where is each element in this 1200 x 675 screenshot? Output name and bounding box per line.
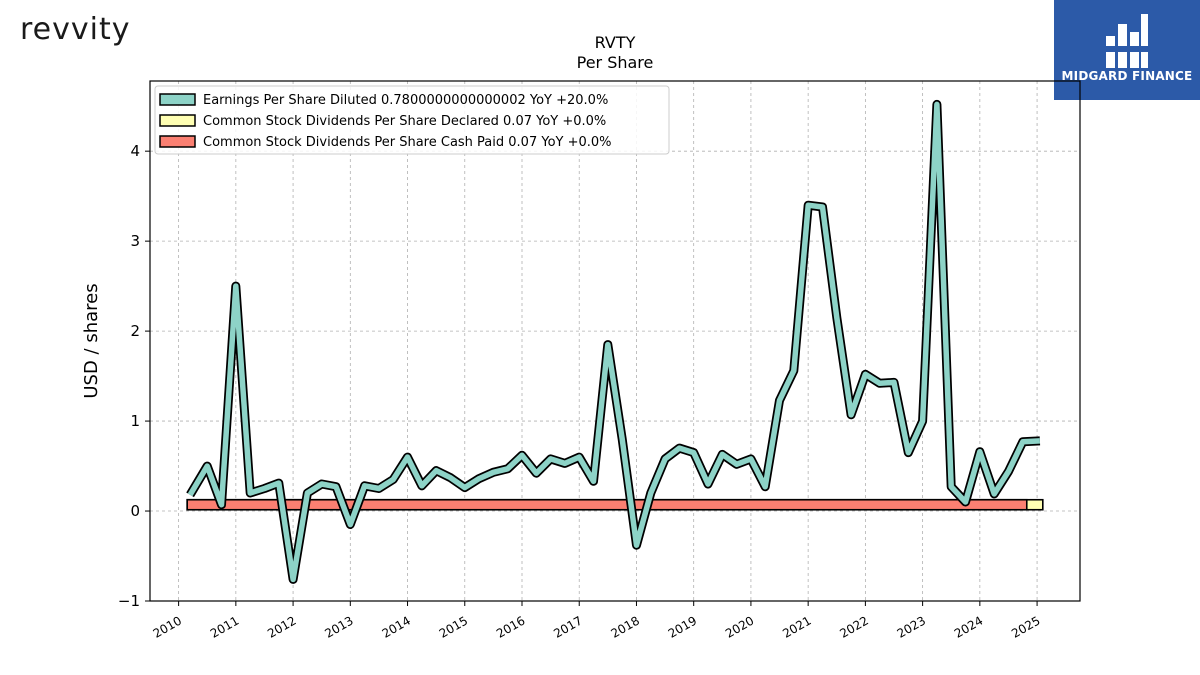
y-tick-label: 0	[130, 502, 140, 520]
legend-box	[154, 85, 670, 155]
chart-title: RVTY	[595, 33, 636, 52]
x-tick-label: 2019	[666, 613, 699, 640]
chart-subtitle: Per Share	[577, 53, 654, 72]
x-tick-label: 2016	[494, 613, 527, 640]
y-tick-label: −1	[118, 592, 140, 610]
x-tick-label: 2014	[380, 613, 413, 640]
legend-swatch-dividends-declared	[159, 114, 196, 127]
x-tick-label: 2022	[837, 613, 870, 640]
y-axis: −1 0 1 2 3 4	[118, 142, 150, 610]
plot-frame	[149, 80, 1081, 602]
x-axis: 2010 2011 2012 2013 2014 2015 2016 2017 2018 2019…	[151, 601, 1043, 641]
y-tick-label: 2	[130, 322, 140, 340]
legend-label-dividends-declared: Common Stock Dividends Per Share Declare…	[203, 114, 606, 129]
legend-swatch-dividends-paid	[159, 135, 196, 148]
x-tick-label: 2021	[780, 613, 813, 640]
x-tick-label: 2011	[208, 613, 241, 640]
eps-line	[187, 101, 1041, 583]
x-tick-label: 2013	[322, 613, 355, 640]
dividends-paid-band	[186, 498, 1028, 511]
y-axis-label: USD / shares	[81, 283, 102, 398]
x-tick-label: 2020	[723, 613, 756, 640]
legend-label-eps: Earnings Per Share Diluted 0.78000000000…	[203, 93, 608, 108]
eps-series	[186, 99, 1041, 584]
x-tick-label: 2010	[151, 613, 184, 640]
y-tick-label: 4	[130, 142, 140, 160]
x-tick-label: 2017	[551, 613, 584, 640]
dividend-bands	[186, 498, 1044, 511]
legend-swatch-eps	[159, 93, 196, 106]
legend-label-dividends-paid: Common Stock Dividends Per Share Cash Pa…	[203, 135, 612, 150]
partner-logo-text: MIDGARD FINANCE	[1061, 69, 1193, 83]
x-tick-label: 2018	[609, 613, 642, 640]
x-tick-label: 2024	[952, 613, 985, 640]
revvity-logo: revvity	[20, 12, 131, 47]
x-tick-label: 2015	[437, 613, 470, 640]
x-tick-label: 2012	[265, 613, 298, 640]
midgard-logo-mark-icon	[1106, 14, 1148, 68]
x-tick-label: 2023	[895, 613, 928, 640]
x-tick-label: 2025	[1009, 613, 1042, 640]
y-tick-label: 1	[130, 412, 140, 430]
legend: Earnings Per Share Diluted 0.78000000000…	[154, 85, 670, 155]
y-tick-label: 3	[130, 232, 140, 250]
midgard-finance-logo: MIDGARD FINANCE	[1054, 0, 1200, 100]
